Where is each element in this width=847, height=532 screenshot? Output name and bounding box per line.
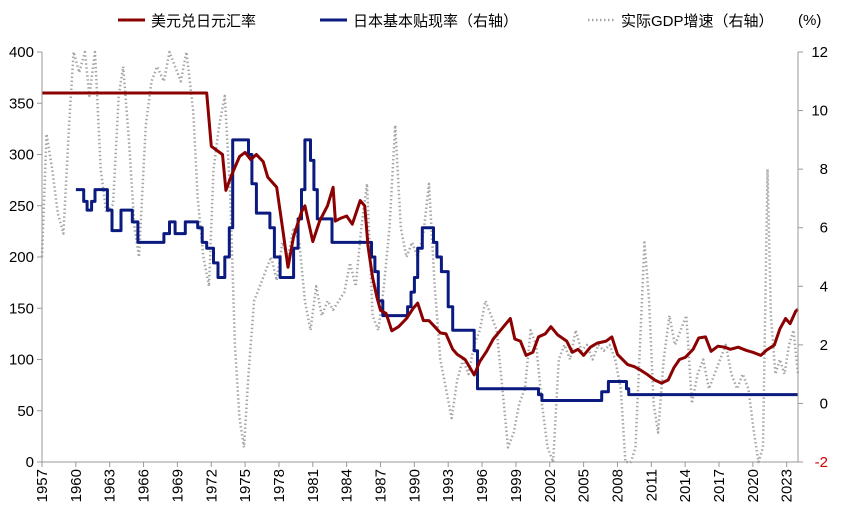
x-axis-tick-label: 1996 bbox=[474, 469, 491, 502]
left-axis-tick-label: 350 bbox=[9, 95, 34, 112]
legend-label-exchange-rate: 美元兑日元汇率 bbox=[151, 13, 256, 30]
right-axis-tick-label: 2 bbox=[820, 337, 828, 354]
x-axis-tick-label: 2008 bbox=[610, 469, 627, 502]
right-axis-unit-label: (%) bbox=[798, 12, 821, 29]
x-axis-tick-label: 2002 bbox=[542, 469, 559, 502]
x-axis-tick-label: 1969 bbox=[169, 469, 186, 502]
right-axis-tick-label: 10 bbox=[811, 103, 828, 120]
series-layer bbox=[40, 50, 800, 464]
left-axis-tick-label: 300 bbox=[9, 147, 34, 164]
x-axis-tick-label: 1966 bbox=[136, 469, 153, 502]
right-axis-tick-label: 12 bbox=[811, 44, 828, 61]
x-axis-tick-label: 1972 bbox=[203, 469, 220, 502]
x-axis-tick-label: 2023 bbox=[779, 469, 796, 502]
x-axis-tick-label: 1981 bbox=[305, 469, 322, 502]
left-axis-tick-label: 250 bbox=[9, 198, 34, 215]
x-axis-tick-label: 1975 bbox=[237, 469, 254, 502]
right-axis-tick-label: 4 bbox=[820, 278, 828, 295]
x-axis-tick-label: 1957 bbox=[34, 469, 51, 502]
right-axis-tick-label: -2 bbox=[815, 454, 828, 471]
left-axis-tick-label: 400 bbox=[9, 44, 34, 61]
x-axis-tick-label: 1963 bbox=[102, 469, 119, 502]
x-axis-tick-label: 2017 bbox=[711, 469, 728, 502]
x-axis-tick-label: 2011 bbox=[643, 469, 660, 501]
legend: 美元兑日元汇率 日本基本贴现率（右轴） 实际GDP增速（右轴） bbox=[118, 13, 774, 30]
x-axis-tick-label: 1993 bbox=[440, 469, 457, 502]
left-axis-tick-label: 150 bbox=[9, 300, 34, 317]
x-axis-tick-label: 1960 bbox=[68, 469, 85, 502]
x-axis-tick-label: 1999 bbox=[508, 469, 525, 502]
right-axis-tick-label: 0 bbox=[820, 395, 828, 412]
legend-label-discount-rate: 日本基本贴现率（右轴） bbox=[353, 13, 518, 30]
x-axis-tick-label: 1987 bbox=[373, 469, 390, 502]
x-axis-tick-label: 2020 bbox=[745, 469, 762, 502]
right-axis-tick-label: 8 bbox=[820, 161, 828, 178]
right-axis-tick-label: 6 bbox=[820, 220, 828, 237]
left-axis-tick-label: 0 bbox=[26, 454, 34, 471]
left-axis-tick-label: 200 bbox=[9, 249, 34, 266]
x-axis-tick-label: 1990 bbox=[406, 469, 423, 502]
exchange-rate-series-line bbox=[42, 91, 799, 385]
x-axis-tick-label: 1978 bbox=[271, 469, 288, 502]
left-axis-tick-label: 100 bbox=[9, 352, 34, 369]
gdp-growth-series-line bbox=[40, 50, 800, 464]
discount-rate-series-line bbox=[75, 138, 798, 402]
legend-label-gdp-growth: 实际GDP增速（右轴） bbox=[621, 13, 774, 30]
x-axis-tick-label: 1984 bbox=[339, 469, 356, 502]
left-axis-tick-label: 50 bbox=[17, 403, 34, 420]
x-axis-tick-label: 2014 bbox=[677, 469, 694, 502]
x-axis-tick-label: 2005 bbox=[576, 469, 593, 502]
axes-layer: 0 50 100 150 200 250 300 350 400 -2 0 2 4 6 8 10 12 1957 1… bbox=[9, 44, 828, 502]
